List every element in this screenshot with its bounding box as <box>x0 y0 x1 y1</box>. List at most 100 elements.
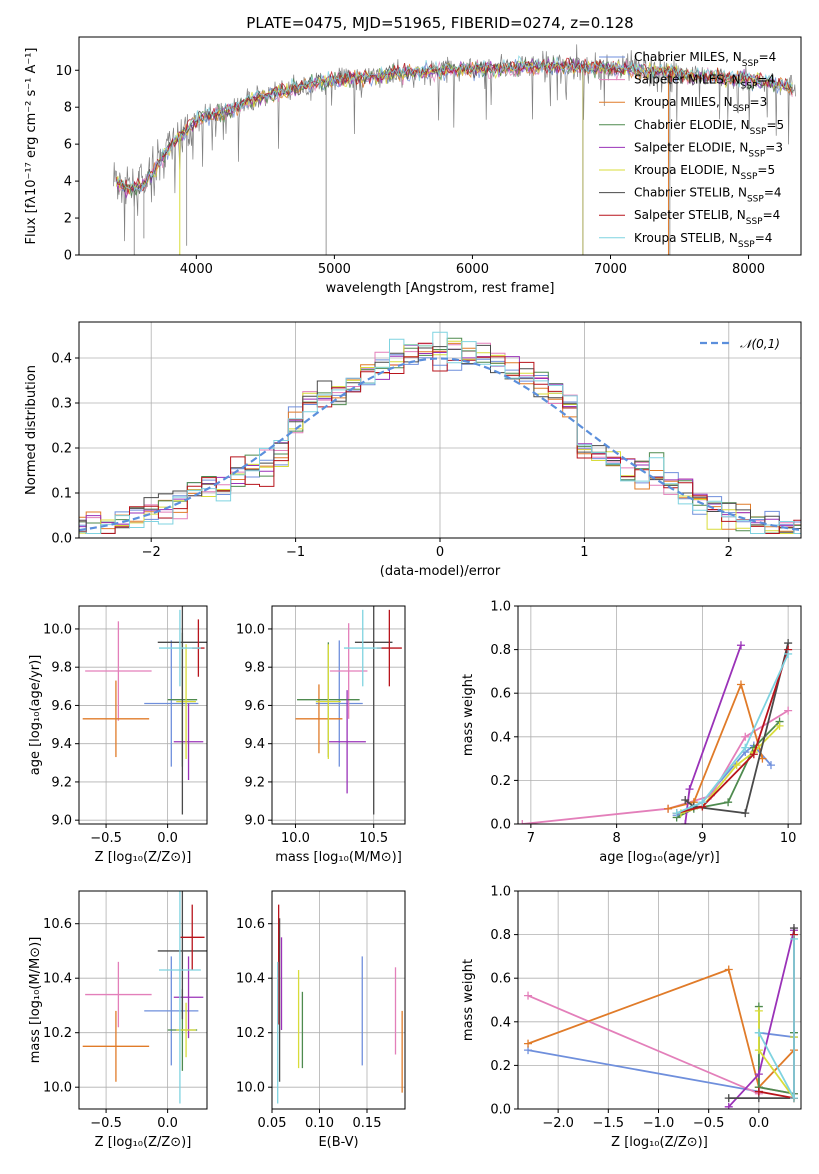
weight-point-marker <box>789 934 798 943</box>
error-bar-point <box>329 623 368 719</box>
y-tick-label: 0.0 <box>490 818 511 833</box>
weight-point-marker <box>754 1028 763 1037</box>
error-bar-point <box>179 904 205 971</box>
residual-histogram-plot-area <box>79 331 801 534</box>
legend-subscript: SSP <box>746 217 763 227</box>
weight-series-line <box>676 653 789 814</box>
x-tick-label: 1 <box>580 545 588 560</box>
y-tick-label: 8 <box>64 101 72 116</box>
axes-frame <box>271 605 406 825</box>
weight-series-line <box>527 968 795 1090</box>
x-axis-label: Z [log₁₀(Z/Z⊙)] <box>95 1135 192 1150</box>
weight-vs-age-axes: 7 8 9 10 0.0 0.2 0.4 0.6 0.8 1.0 age [log₁₀(age/yr… <box>461 600 802 865</box>
y-axis-label: mass [log₁₀(M/M⊙)] <box>28 937 43 1064</box>
legend-series-name: Chabrier STELIB, N <box>634 186 747 200</box>
error-bar-point <box>343 609 382 687</box>
x-tick-label: −1.0 <box>643 1116 675 1131</box>
y-tick-label: 0.6 <box>490 687 511 702</box>
error-bar-point <box>85 961 152 1028</box>
x-tick-label: 2 <box>725 545 733 560</box>
axes-frame <box>78 890 208 1110</box>
y-axis-label: Flux [fλ10⁻¹⁷ erg cm⁻² s⁻¹ A⁻¹] <box>24 48 39 245</box>
y-tick-label: 0.6 <box>490 972 511 987</box>
legend-count: =4 <box>757 73 775 87</box>
y-tick-label: 0.8 <box>490 643 511 658</box>
spectrum-axes: 4000 5000 6000 7000 8000 0 2 4 6 8 10 wavelength [A… <box>24 36 802 296</box>
legend-label: Kroupa ELODIE, NSSP=5 <box>634 163 775 182</box>
legend-label: Kroupa STELIB, NSSP=4 <box>634 231 772 250</box>
y-tick-label: 10.0 <box>236 622 265 637</box>
weight-point-marker <box>741 743 750 752</box>
weight-point-marker <box>681 796 690 805</box>
legend-label: Chabrier MILES, NSSP=4 <box>634 50 776 69</box>
y-tick-label: 10.2 <box>236 1026 265 1041</box>
x-tick-label: −0.5 <box>693 1116 725 1131</box>
y-tick-label: 10.4 <box>236 972 265 987</box>
error-bar-point <box>354 606 393 815</box>
weight-point-marker <box>754 1046 763 1055</box>
error-bar-point <box>315 644 341 759</box>
legend-series-name: Kroupa STELIB, N <box>634 231 738 245</box>
legend-label: Chabrier STELIB, NSSP=4 <box>634 186 782 205</box>
error-bar-point <box>85 621 152 721</box>
error-bar-point <box>144 956 199 1066</box>
mass-vs-EBV-axes: 0.05 0.10 0.15 10.0 10.2 10.4 10.6 E(B-V) <box>236 890 406 1150</box>
model-fit-line <box>115 55 793 192</box>
y-axis-label: mass weight <box>461 674 476 756</box>
age-vs-Z-plot-area <box>82 606 207 815</box>
x-tick-label: −1.5 <box>593 1116 625 1131</box>
y-tick-label: 0.8 <box>490 928 511 943</box>
legend-count: =5 <box>757 163 775 177</box>
age-vs-Z-axes: −0.5 0.0 9.0 9.2 9.4 9.6 9.8 10.0 Z [log₁₀(Z/Z⊙)… <box>28 605 208 865</box>
y-tick-label: 0 <box>64 249 72 264</box>
legend-label: 𝒩(0,1) <box>740 337 780 351</box>
x-tick-label: 4000 <box>180 262 213 277</box>
x-tick-label: −2.0 <box>542 1116 574 1131</box>
legend-subscript: SSP <box>748 149 765 159</box>
figure-title: PLATE=0475, MJD=51965, FIBERID=0274, z=0… <box>246 14 633 32</box>
y-tick-label: 9.4 <box>51 737 72 752</box>
weight-point-marker <box>698 798 707 807</box>
axes-frame <box>78 605 208 825</box>
error-bar-point <box>82 680 150 758</box>
y-tick-label: 10.6 <box>236 917 265 932</box>
weight-point-marker <box>672 809 681 818</box>
weight-point-marker <box>789 1094 798 1103</box>
weight-point-marker <box>724 798 733 807</box>
weight-point-marker <box>766 761 775 770</box>
axes-frame <box>271 890 406 1110</box>
weight-series-line <box>527 1031 795 1093</box>
y-tick-label: 0.3 <box>51 397 72 412</box>
weight-point-marker <box>749 750 758 759</box>
weight-point-marker <box>754 1087 763 1096</box>
y-tick-label: 1.0 <box>490 600 511 615</box>
weight-point-marker <box>784 649 793 658</box>
weight-series-line <box>676 649 789 814</box>
axes-frame <box>78 321 802 539</box>
y-tick-label: 9.8 <box>51 661 72 676</box>
weight-point-marker <box>732 761 741 770</box>
normal-distribution-curve <box>79 357 801 532</box>
weight-point-marker <box>775 721 784 730</box>
error-bar-point <box>328 690 366 794</box>
weight-series-line <box>684 644 742 824</box>
y-tick-label: 0.0 <box>490 1103 511 1118</box>
legend-series-name: Salpeter STELIB, N <box>634 208 746 222</box>
y-tick-label: 1.0 <box>490 885 511 900</box>
error-bar-point <box>176 644 196 759</box>
x-tick-label: 8 <box>612 831 620 846</box>
weight-point-marker <box>724 1102 733 1109</box>
legend-count: =5 <box>766 118 784 132</box>
error-bar-point <box>159 891 201 1104</box>
residual-histogram-axes: −2 −1 0 1 2 0.0 0.1 0.2 0.3 0.4 (data-model)/error… <box>24 321 802 579</box>
x-tick-label: 9 <box>698 831 706 846</box>
legend-count: =3 <box>750 95 768 109</box>
weight-point-marker <box>736 641 745 650</box>
legend-series-name: Chabrier MILES, N <box>634 50 742 64</box>
legend-label: Chabrier ELODIE, NSSP=5 <box>634 118 784 137</box>
weight-point-marker <box>518 820 527 824</box>
weight-vs-Z-axes: −2.0 −1.5 −1.0 −0.5 0.0 0.0 0.2 0.4 0.6 0.8 1.0 Z [… <box>461 885 802 1150</box>
y-tick-label: 10 <box>55 64 72 79</box>
error-bar-point <box>157 891 207 1020</box>
